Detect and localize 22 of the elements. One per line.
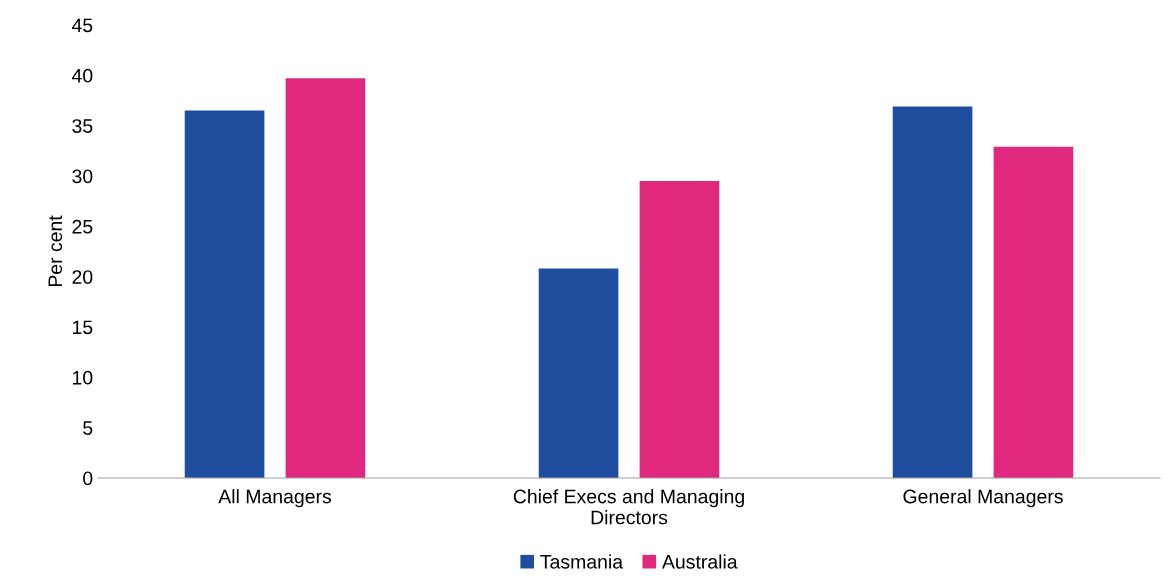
legend-label: Australia [661,554,738,569]
bar [639,181,720,478]
y-tick-label: 15 [73,320,93,335]
y-tick-label: 45 [71,18,93,33]
bar [538,268,619,478]
bar [184,110,265,478]
x-tick-label: Chief Execs and Managing Directors [513,489,744,525]
bar [892,106,973,478]
x-tick-label: General Managers [903,489,1063,508]
bar [993,146,1074,478]
legend-label: Tasmania [540,554,624,569]
y-tick-label: 0 [83,471,93,486]
y-tick-label: 20 [72,270,93,284]
y-tick-label: 5 [83,421,93,435]
y-tick-label: 30 [72,169,93,184]
y-tick-label: 25 [72,219,93,234]
y-axis-title: Per cent [48,215,63,287]
y-tick-label: 10 [73,370,93,385]
y-tick-label: 35 [72,119,93,133]
bar [285,78,366,478]
x-tick-label: All Managers [218,489,332,508]
y-tick-label: 40 [71,68,93,83]
